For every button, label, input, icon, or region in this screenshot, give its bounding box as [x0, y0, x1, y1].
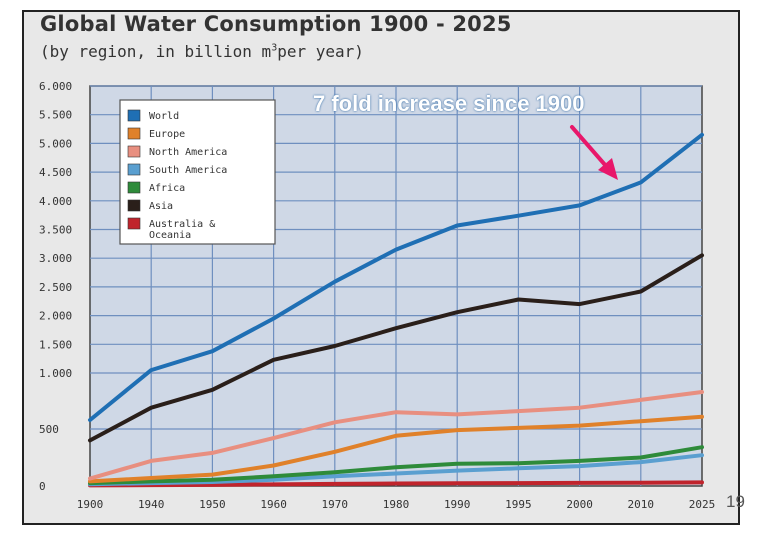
- y-tick-label: 2.000: [39, 310, 72, 323]
- legend-box: [119, 99, 276, 245]
- y-tick-label: 4.000: [39, 195, 72, 208]
- x-tick-label: 1995: [505, 498, 532, 511]
- legend-swatch: [127, 163, 141, 176]
- y-tick-label: 5.500: [39, 109, 72, 122]
- y-axis-ticks: 0 500 1.000 1.500 2.000 2.500 3.000 3.500 4.000 4…: [39, 80, 72, 493]
- x-tick-label: 1940: [138, 498, 165, 511]
- legend-label-line: Australia &: [149, 219, 215, 230]
- series-line-world: [88, 132, 704, 422]
- series-line-asia: [88, 253, 704, 443]
- y-tick-label: 5.000: [39, 137, 72, 150]
- x-tick-label: 1990: [444, 498, 471, 511]
- series-lines: [88, 132, 704, 488]
- legend-label-line: Oceania: [149, 230, 191, 241]
- legend-swatch: [127, 217, 141, 230]
- x-tick-label: 2000: [566, 498, 593, 511]
- series-line-europe: [88, 414, 704, 484]
- x-axis-ticks: 1900 1940 1950 1960 1970 1980 1990 1995 2000 2010…: [77, 498, 716, 511]
- chart-subtitle: (by region, in billion m3per year): [40, 42, 364, 61]
- y-tick-label: 3.500: [39, 224, 72, 237]
- chart-title: Global Water Consumption 1900 - 2025: [40, 12, 512, 36]
- subtitle-superscript: 3: [271, 42, 278, 54]
- x-tick-label: 1900: [77, 498, 104, 511]
- series-line-australia-oceania: [88, 480, 704, 488]
- legend-label-africa: Africa: [149, 183, 185, 194]
- subtitle-text-start: (by region, in billion m: [40, 42, 272, 61]
- legend-swatch: [127, 181, 141, 194]
- arrow-shaft: [570, 125, 608, 168]
- series-line-north-america: [88, 390, 704, 481]
- legend-swatch: [127, 127, 141, 140]
- y-tick-label: 0: [39, 480, 46, 493]
- legend-label-world: World: [149, 111, 179, 122]
- y-tick-label: 500: [39, 423, 59, 436]
- y-tick-label: 1.000: [39, 367, 72, 380]
- legend-swatch: [127, 199, 141, 212]
- series-line-south-america: [88, 453, 704, 487]
- x-tick-label: 1960: [260, 498, 287, 511]
- legend-swatch: [127, 109, 141, 122]
- x-tick-label: 2010: [628, 498, 655, 511]
- legend-label-australia-oceania: Australia & Oceania: [149, 219, 215, 241]
- x-tick-label: 1970: [322, 498, 349, 511]
- arrow-head: [598, 158, 618, 180]
- legend-swatch: [127, 145, 141, 158]
- legend-label-asia: Asia: [149, 201, 173, 212]
- y-tick-label: 6.000: [39, 80, 72, 93]
- legend-label-south-america: South America: [149, 165, 227, 176]
- slide-number: 19: [726, 492, 745, 511]
- x-tick-label: 2025: [689, 498, 716, 511]
- x-tick-label: 1980: [383, 498, 410, 511]
- x-tick-label: 1950: [199, 498, 226, 511]
- legend: World Europe North America South America Afr…: [119, 99, 276, 245]
- legend-label-europe: Europe: [149, 129, 185, 140]
- subtitle-text-end: per year): [277, 42, 364, 61]
- y-tick-label: 2.500: [39, 281, 72, 294]
- y-tick-label: 3.000: [39, 252, 72, 265]
- annotation-text: 7 fold increase since 1900: [313, 91, 585, 116]
- y-tick-label: 4.500: [39, 166, 72, 179]
- legend-label-north-america: North America: [149, 147, 227, 158]
- annotation-arrow: [570, 125, 618, 180]
- series-line-africa: [88, 445, 704, 486]
- y-tick-label: 1.500: [39, 338, 72, 351]
